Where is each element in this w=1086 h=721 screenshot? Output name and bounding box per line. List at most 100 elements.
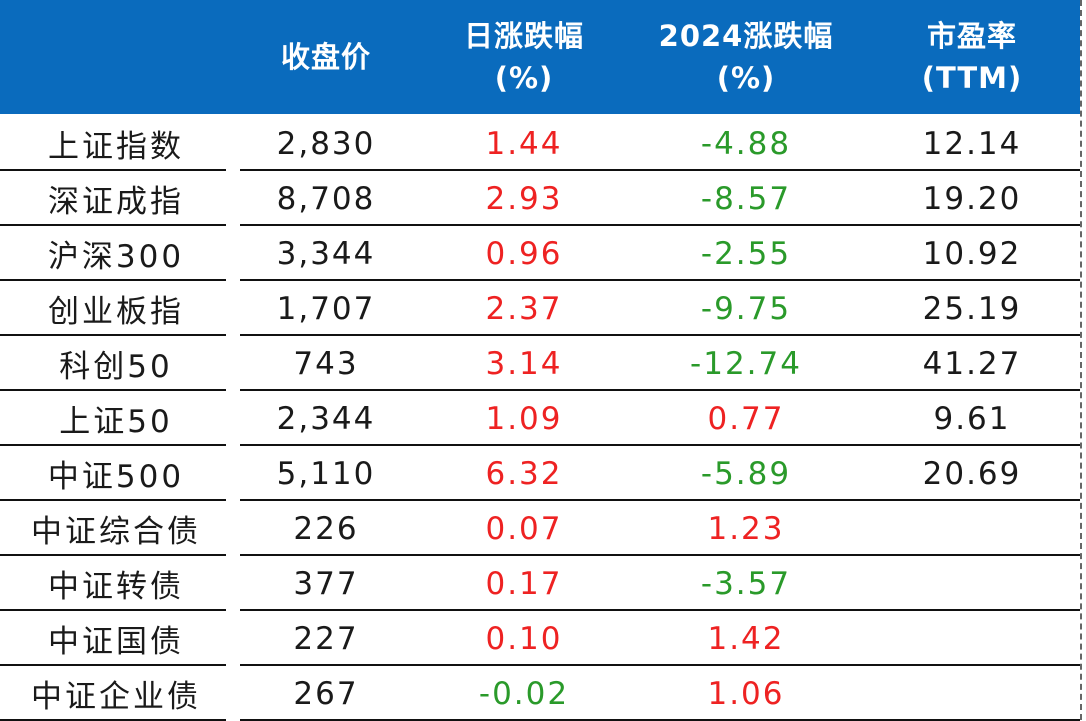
table-row: 创业板指 1,707 2.37 -9.75 25.19: [0, 281, 1080, 336]
close-price-cell: 743: [293, 345, 359, 382]
table-right-edge: [1080, 0, 1082, 720]
pe-ratio-cell: 41.27: [922, 345, 1022, 382]
close-price-cell: 2,344: [276, 400, 376, 437]
row-divider: [240, 444, 1080, 446]
pe-ratio-cell: [864, 666, 1080, 721]
daily-change-cell: 0.17: [485, 565, 563, 602]
ytd-change-cell: -8.57: [700, 180, 792, 217]
table-header: 收盘价 日涨跌幅 (%) 2024涨跌幅 (%) 市盈率 (TTM): [0, 0, 1080, 114]
table-row: 深证成指 8,708 2.93 -8.57 19.20: [0, 171, 1080, 226]
daily-change-cell: 0.10: [485, 620, 563, 657]
table-row: 中证转债 377 0.17 -3.57: [0, 556, 1080, 611]
index-name-cell: 上证指数: [48, 129, 184, 165]
table-row: 中证综合债 226 0.07 1.23: [0, 501, 1080, 556]
table-row: 中证500 5,110 6.32 -5.89 20.69: [0, 446, 1080, 501]
ytd-change-cell: 1.23: [707, 510, 785, 547]
close-price-cell: 3,344: [276, 235, 376, 272]
index-name-cell: 创业板指: [48, 294, 184, 330]
pe-ratio-cell: 9.61: [933, 400, 1011, 437]
pe-ratio-cell: [864, 556, 1080, 611]
row-divider: [0, 499, 226, 501]
header-pe: 市盈率 (TTM): [864, 0, 1080, 114]
daily-change-cell: 2.37: [485, 290, 563, 327]
index-name-cell: 科创50: [59, 349, 173, 385]
index-name-cell: 中证企业债: [31, 679, 201, 715]
close-price-cell: 226: [293, 510, 359, 547]
row-divider: [240, 389, 1080, 391]
header-ytd-change-unit: (%): [716, 61, 776, 95]
header-close: 收盘价: [232, 0, 420, 114]
pe-ratio-cell: [864, 501, 1080, 556]
table-row: 中证国债 227 0.10 1.42: [0, 611, 1080, 666]
row-divider: [0, 169, 226, 171]
header-ytd-change-label: 2024涨跌幅: [658, 19, 834, 53]
table-row: 中证企业债 267 -0.02 1.06: [0, 666, 1080, 721]
pe-ratio-cell: 10.92: [922, 235, 1022, 272]
ytd-change-cell: 0.77: [707, 400, 785, 437]
table-row: 科创50 743 3.14 -12.74 41.27: [0, 336, 1080, 391]
index-name-cell: 上证50: [59, 404, 173, 440]
close-price-cell: 2,830: [276, 125, 376, 162]
row-divider: [240, 499, 1080, 501]
header-daily-change-label: 日涨跌幅: [463, 19, 584, 53]
header-daily-change-unit: (%): [494, 61, 554, 95]
close-price-cell: 5,110: [276, 455, 376, 492]
daily-change-cell: 1.44: [485, 125, 563, 162]
row-divider: [0, 554, 226, 556]
pe-ratio-cell: 12.14: [922, 125, 1022, 162]
index-name-cell: 中证转债: [48, 569, 184, 605]
close-price-cell: 1,707: [276, 290, 376, 327]
row-divider: [0, 389, 226, 391]
ytd-change-cell: -4.88: [700, 125, 792, 162]
ytd-change-cell: -12.74: [690, 345, 802, 382]
index-name-cell: 中证国债: [48, 624, 184, 660]
daily-change-cell: 2.93: [485, 180, 563, 217]
table-row: 沪深300 3,344 0.96 -2.55 10.92: [0, 226, 1080, 281]
ytd-change-cell: -2.55: [700, 235, 792, 272]
pe-ratio-cell: 25.19: [922, 290, 1022, 327]
pe-ratio-cell: 19.20: [922, 180, 1022, 217]
row-divider: [0, 444, 226, 446]
row-divider: [0, 334, 226, 336]
row-divider: [0, 664, 226, 666]
row-divider: [240, 609, 1080, 611]
row-divider: [240, 334, 1080, 336]
row-divider: [0, 279, 226, 281]
header-close-label: 收盘价: [280, 40, 371, 74]
pe-ratio-cell: [864, 611, 1080, 666]
daily-change-cell: 1.09: [485, 400, 563, 437]
close-price-cell: 377: [293, 565, 359, 602]
daily-change-cell: 3.14: [485, 345, 563, 382]
close-price-cell: 227: [293, 620, 359, 657]
ytd-change-cell: -3.57: [700, 565, 792, 602]
index-name-cell: 中证综合债: [31, 514, 201, 550]
close-price-cell: 267: [293, 675, 359, 712]
daily-change-cell: -0.02: [478, 675, 570, 712]
row-divider: [240, 554, 1080, 556]
ytd-change-cell: -5.89: [700, 455, 792, 492]
daily-change-cell: 6.32: [485, 455, 563, 492]
pe-ratio-cell: 20.69: [922, 455, 1022, 492]
header-pe-unit: (TTM): [921, 61, 1023, 95]
daily-change-cell: 0.07: [485, 510, 563, 547]
row-divider: [240, 279, 1080, 281]
ytd-change-cell: 1.06: [707, 675, 785, 712]
row-divider: [240, 169, 1080, 171]
ytd-change-cell: 1.42: [707, 620, 785, 657]
index-name-cell: 中证500: [47, 459, 185, 495]
ytd-change-cell: -9.75: [700, 290, 792, 327]
index-name-cell: 深证成指: [48, 184, 184, 220]
header-ytd-change: 2024涨跌幅 (%): [628, 0, 864, 114]
row-divider: [240, 664, 1080, 666]
header-daily-change: 日涨跌幅 (%): [420, 0, 628, 114]
header-pe-label: 市盈率: [926, 19, 1017, 53]
table-row: 上证50 2,344 1.09 0.77 9.61: [0, 391, 1080, 446]
table-row: 上证指数 2,830 1.44 -4.88 12.14: [0, 116, 1080, 171]
daily-change-cell: 0.96: [485, 235, 563, 272]
index-name-cell: 沪深300: [47, 239, 185, 275]
row-divider: [0, 224, 226, 226]
row-divider: [0, 609, 226, 611]
row-divider: [240, 224, 1080, 226]
close-price-cell: 8,708: [276, 180, 376, 217]
